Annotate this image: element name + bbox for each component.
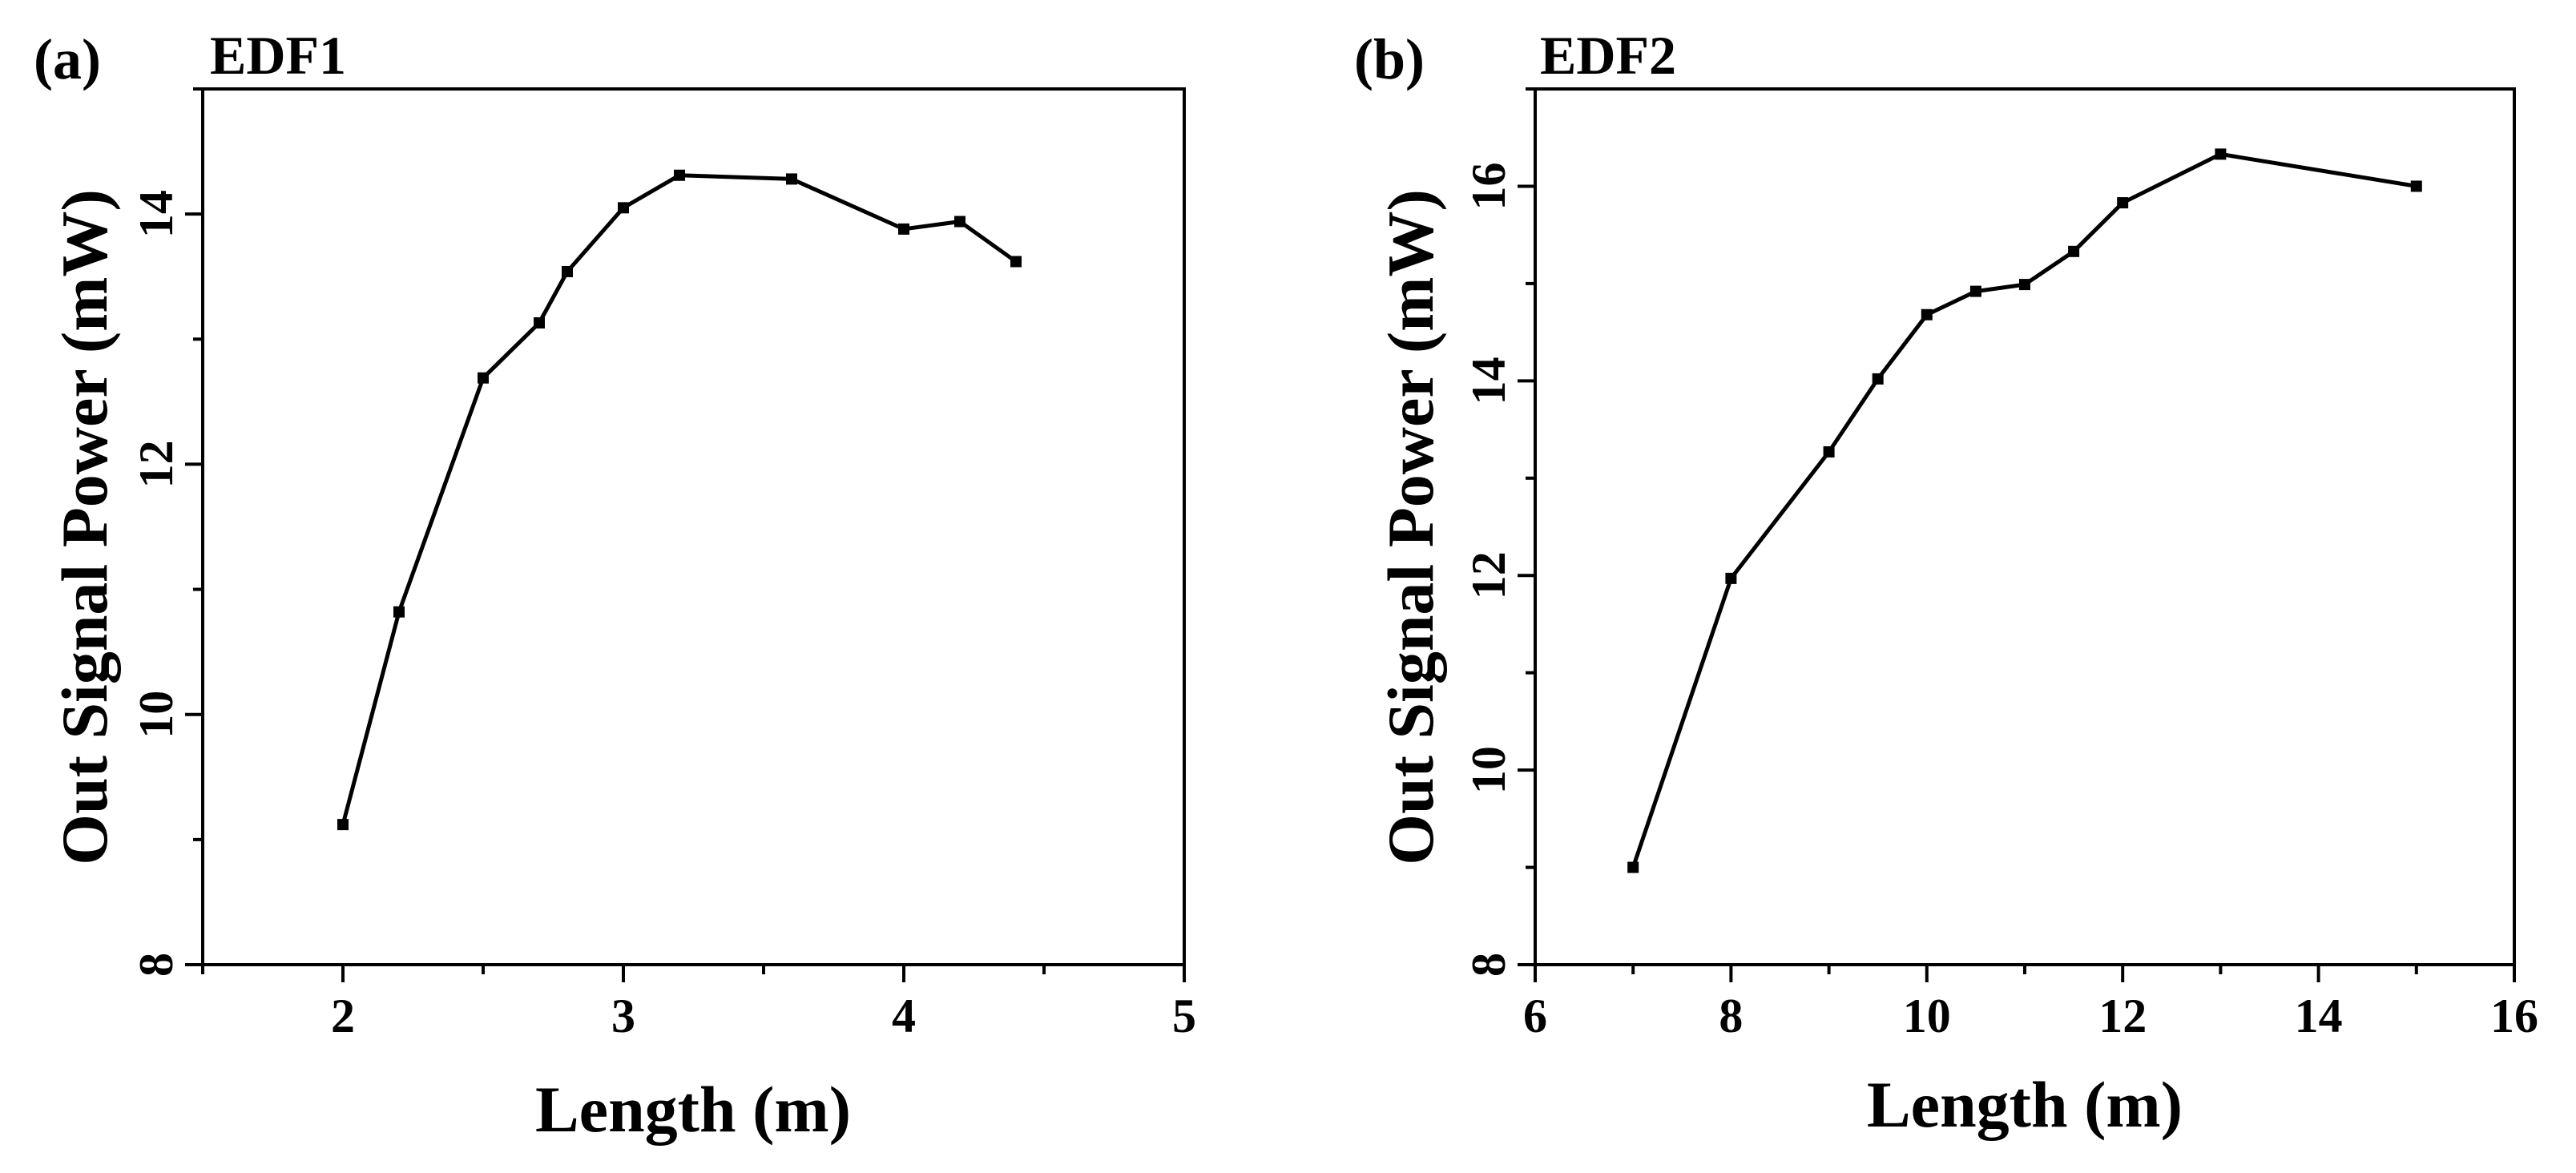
x-tick-label: 12 — [2098, 990, 2147, 1042]
x-axis-label: Length (m) — [1867, 1068, 2183, 1141]
y-tick-label: 8 — [130, 953, 183, 977]
chart-title: EDF1 — [210, 25, 346, 86]
y-tick-label: 10 — [130, 691, 183, 739]
axis-ticks — [1518, 87, 2516, 982]
data-point — [2019, 279, 2030, 291]
tick-labels: 2 3 4 5 8 10 12 14 — [130, 190, 1196, 1042]
x-tick-label: 4 — [892, 990, 916, 1042]
data-point — [1627, 861, 1639, 873]
x-tick-label: 6 — [1523, 990, 1547, 1042]
x-tick-label: 16 — [2490, 990, 2538, 1042]
data-point — [954, 216, 965, 228]
data-point — [337, 819, 349, 831]
chart-title: EDF2 — [1540, 25, 1676, 86]
data-point — [674, 169, 685, 181]
x-tick-label: 14 — [2295, 990, 2343, 1042]
y-tick-label: 12 — [130, 440, 183, 488]
y-tick-label: 14 — [130, 190, 183, 238]
data-point — [562, 265, 573, 277]
y-tick-label: 12 — [1462, 551, 1515, 599]
series-line — [1631, 151, 2417, 869]
x-tick-label: 3 — [611, 990, 635, 1042]
data-point — [2410, 180, 2422, 192]
data-point — [534, 316, 545, 329]
data-point — [2215, 148, 2227, 160]
plot-area — [201, 87, 1186, 966]
data-point — [786, 173, 797, 185]
data-point — [478, 372, 489, 384]
data-point — [1969, 285, 1981, 297]
panel-label: (a) — [34, 27, 101, 91]
y-tick-label: 10 — [1462, 746, 1515, 794]
plot-area — [1534, 87, 2516, 966]
x-tick-label: 10 — [1903, 990, 1951, 1042]
panel-label: (b) — [1354, 27, 1425, 91]
data-point — [1725, 572, 1737, 584]
data-points — [1627, 148, 2422, 873]
data-points — [337, 169, 1022, 831]
data-point — [1010, 256, 1022, 268]
y-tick-label: 16 — [1462, 162, 1515, 210]
y-tick-label: 14 — [1462, 357, 1515, 405]
y-tick-label: 8 — [1462, 953, 1515, 977]
data-point — [618, 202, 629, 214]
axis-ticks — [185, 87, 1186, 982]
chart-panel-edf1: (a) EDF1 2 3 4 5 8 10 12 14 Length (m) Out Sign… — [34, 25, 1196, 1146]
data-point — [2068, 245, 2080, 257]
y-axis-label: Out Signal Power (mW) — [48, 189, 121, 865]
data-point — [1823, 445, 1835, 458]
x-axis-label: Length (m) — [535, 1073, 851, 1146]
data-point — [393, 606, 405, 618]
x-tick-label: 2 — [331, 990, 355, 1042]
data-point — [1872, 373, 1884, 385]
y-axis-label: Out Signal Power (mW) — [1374, 189, 1447, 865]
series-line — [341, 173, 1018, 825]
x-tick-label: 5 — [1172, 990, 1196, 1042]
data-point — [898, 223, 909, 235]
x-tick-label: 8 — [1719, 990, 1743, 1042]
data-point — [1921, 308, 1933, 320]
data-point — [2117, 197, 2129, 209]
